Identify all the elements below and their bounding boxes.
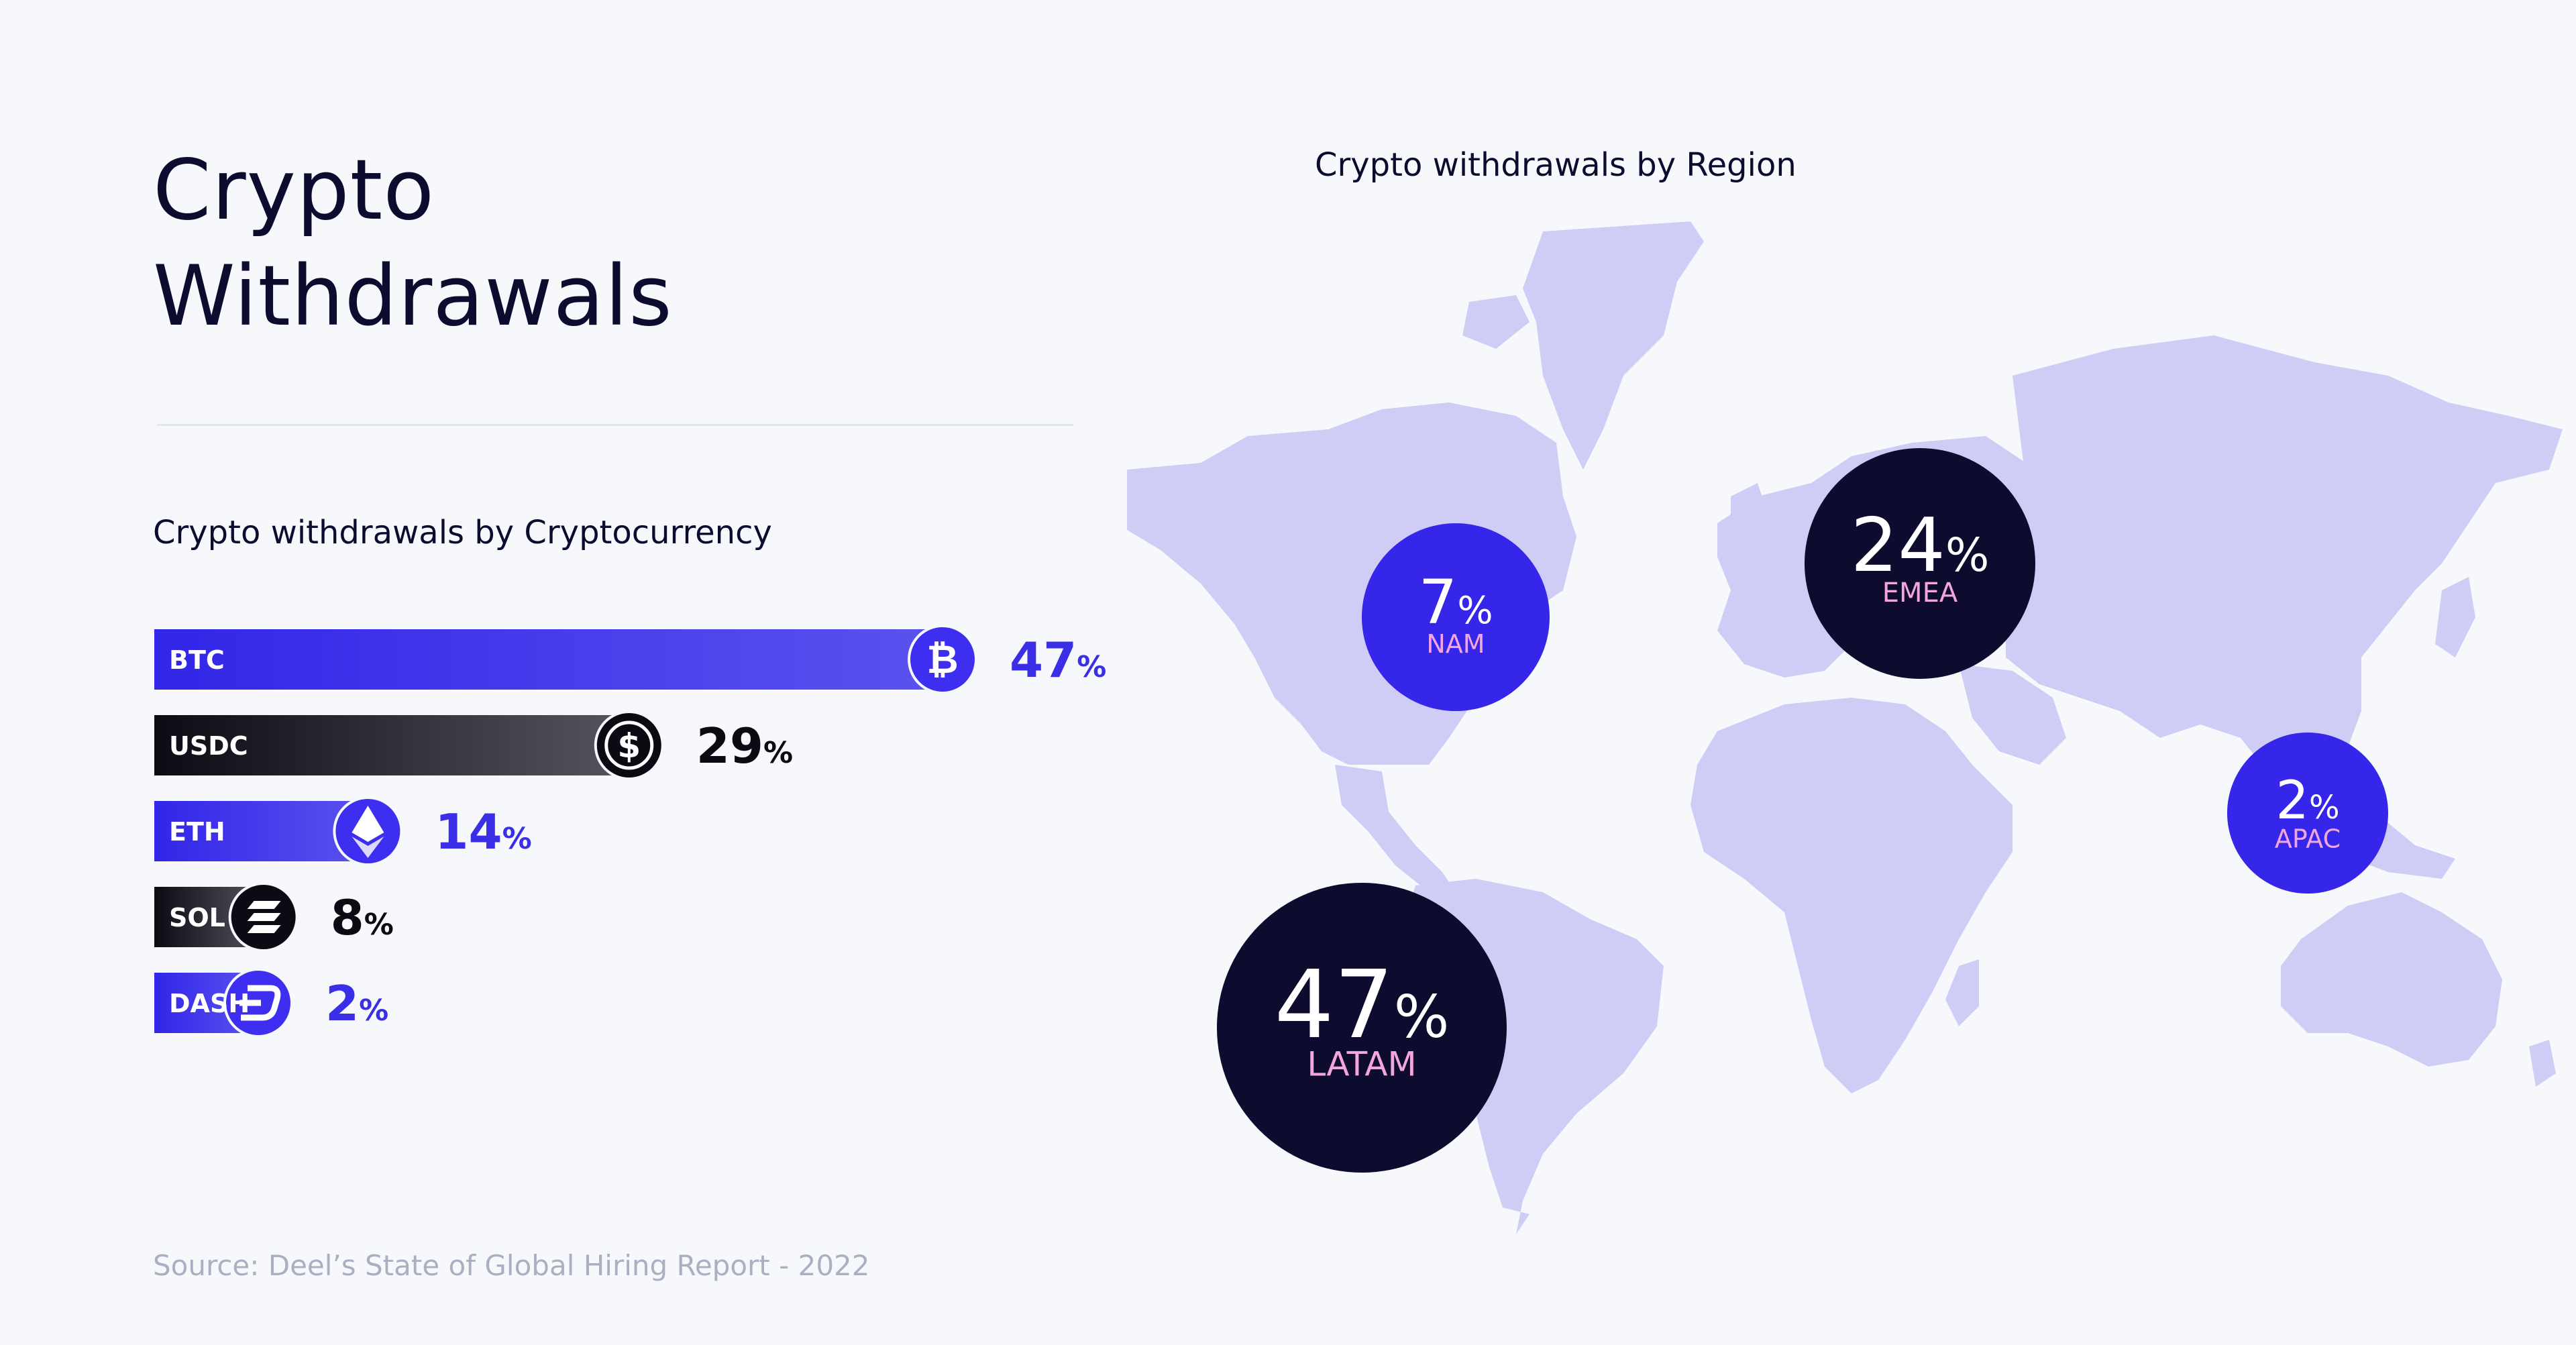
bubble-value-nam: 7%	[1418, 568, 1493, 638]
bubble-value-apac: 2%	[2275, 771, 2339, 831]
region-chart-title: Crypto withdrawals by Region	[1315, 146, 1796, 184]
cryptocurrency-bar-chart: ₿ BTC 47% $ USDC 29% ETH 14% SOL 8% DASH 2%	[154, 625, 1106, 1038]
ethereum-glyph-top	[352, 806, 384, 842]
bar-value-sol: 8%	[331, 890, 394, 946]
bar-label-sol: SOL	[169, 903, 225, 932]
bubble-label-nam: NAM	[1426, 629, 1485, 659]
source-note: Source: Deel’s State of Global Hiring Re…	[153, 1249, 870, 1282]
bar-fill	[154, 629, 943, 690]
bubble-circle	[2227, 733, 2388, 894]
bar-label-btc: BTC	[169, 645, 225, 675]
bubble-label-emea: EMEA	[1882, 578, 1958, 608]
cryptocurrency-chart-title: Crypto withdrawals by Cryptocurrency	[153, 514, 772, 551]
bar-value-dash: 2%	[325, 975, 388, 1032]
australia-shape	[2281, 892, 2502, 1067]
africa-shape	[1690, 698, 2012, 1093]
bar-value-btc: 47%	[1010, 632, 1106, 688]
uk-shape	[1731, 483, 1771, 550]
page-title: Crypto Withdrawals	[153, 138, 673, 349]
bubble-circle	[1217, 883, 1507, 1173]
bar-dash: DASH 2%	[154, 968, 388, 1038]
central-america-shape	[1335, 765, 1456, 892]
title-line-2: Withdrawals	[153, 248, 673, 345]
bar-fill	[154, 801, 368, 861]
bubble-value-latam: 47%	[1275, 951, 1450, 1060]
bubble-circle	[1805, 448, 2035, 679]
usdc-glyph: $	[617, 727, 641, 765]
bubble-emea: 24%EMEA	[1805, 448, 2035, 679]
bubble-apac: 2%APAC	[2227, 733, 2388, 894]
greenland-shape	[1523, 221, 1704, 470]
bubble-circle	[1362, 523, 1550, 711]
bar-value-usdc: 29%	[696, 718, 793, 774]
dash-glyph	[241, 985, 281, 1021]
bar-fill	[154, 715, 629, 775]
bar-label-dash: DASH	[169, 989, 250, 1018]
arctic-island-shape	[1462, 295, 1529, 349]
bubble-nam: 7%NAM	[1362, 523, 1550, 711]
middle-east-shape	[1959, 664, 2066, 765]
bubble-latam: 47%LATAM	[1217, 883, 1507, 1173]
bar-value-eth: 14%	[435, 804, 531, 860]
divider	[157, 424, 1073, 426]
bubble-label-latam: LATAM	[1307, 1045, 1416, 1084]
bar-usdc: $ USDC 29%	[154, 710, 793, 780]
ethereum-glyph-bottom	[352, 837, 384, 858]
solana-glyph-stripe-1	[247, 913, 281, 921]
usdc-ring-glyph	[604, 720, 654, 770]
asia-shape	[2006, 335, 2563, 792]
bar-label-usdc: USDC	[169, 731, 248, 761]
bitcoin-glyph: ₿	[926, 637, 958, 682]
bar-label-eth: ETH	[169, 817, 225, 847]
title-line-1: Crypto	[153, 142, 435, 239]
madagascar-shape	[1945, 959, 1979, 1026]
solana-glyph-stripe-2	[247, 925, 281, 933]
japan-shape	[2435, 577, 2475, 657]
bar-sol: SOL 8%	[154, 882, 394, 952]
new-zealand-shape	[2529, 1040, 2556, 1087]
bubble-label-apac: APAC	[2275, 824, 2341, 854]
bar-eth: ETH 14%	[154, 796, 532, 866]
bubble-value-emea: 24%	[1851, 502, 1990, 589]
solana-glyph-stripe-0	[247, 901, 281, 909]
bitcoin-icon	[910, 627, 975, 692]
bar-btc: ₿ BTC 47%	[154, 625, 1106, 694]
